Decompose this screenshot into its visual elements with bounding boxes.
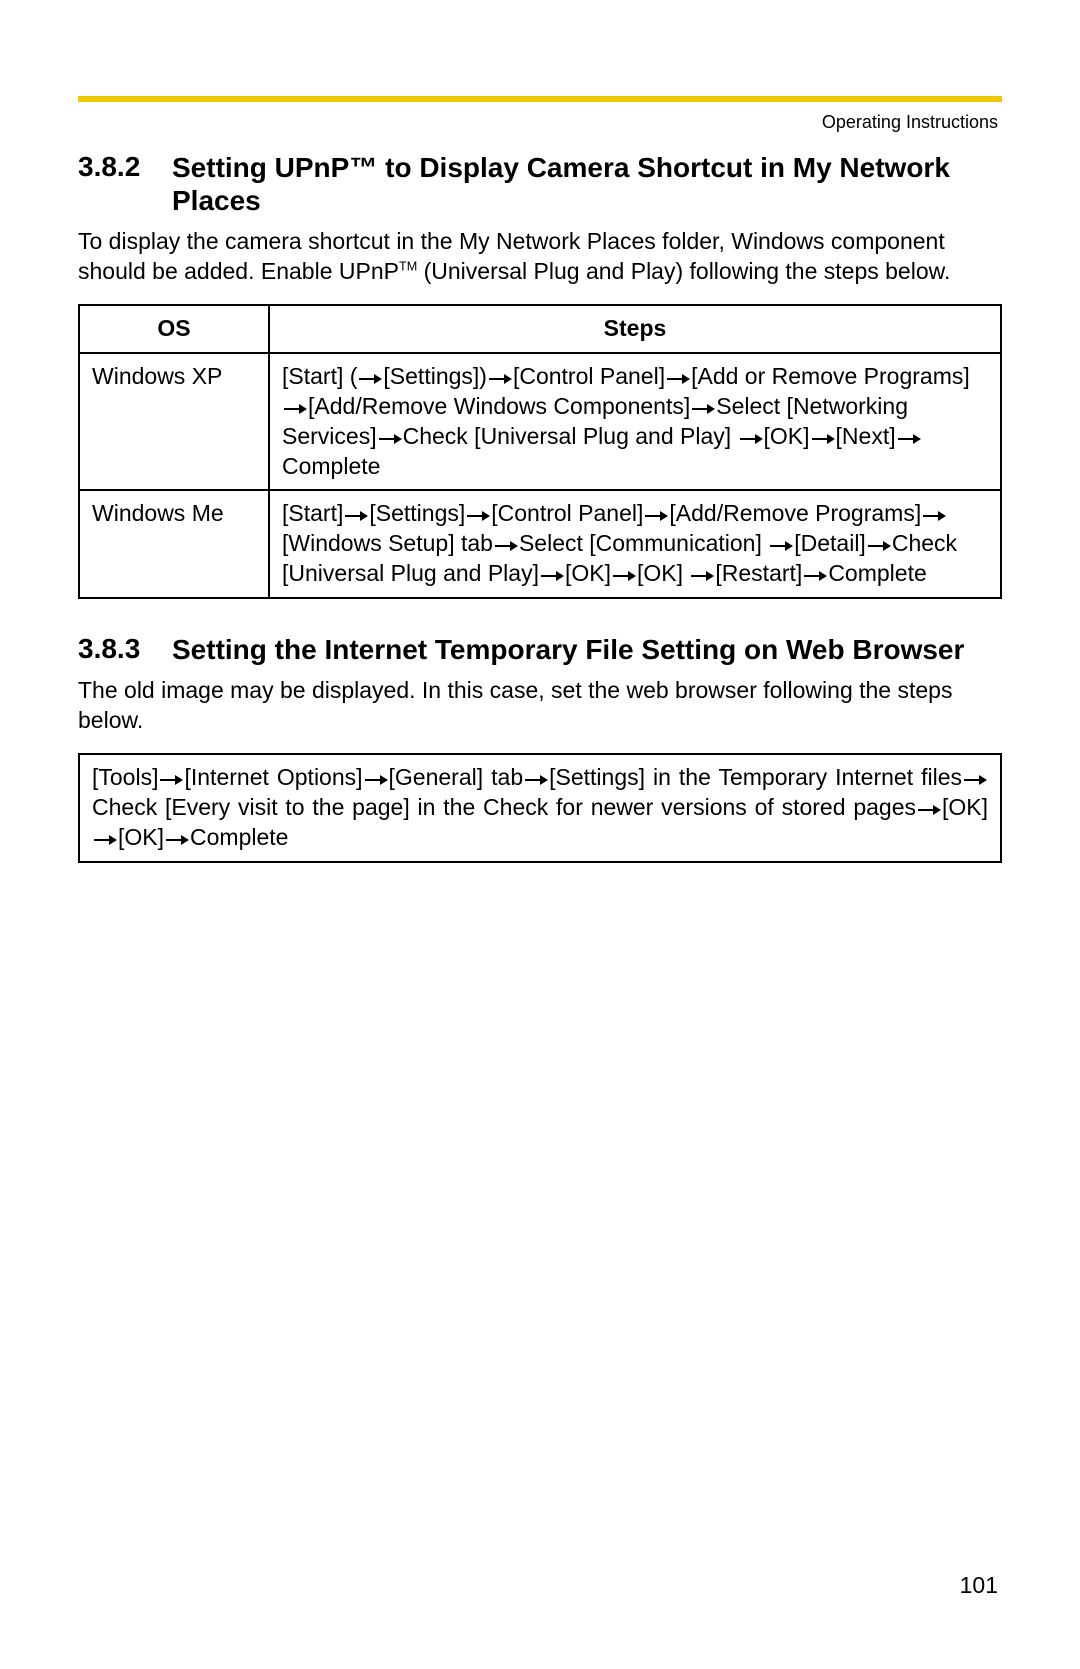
arrow-icon — [363, 773, 389, 787]
arrow-icon — [523, 773, 549, 787]
table-row: Windows Me[Start][Settings][Control Pane… — [79, 490, 1001, 598]
arrow-icon — [768, 539, 794, 553]
arrow-icon — [962, 773, 988, 787]
arrow-icon — [802, 569, 828, 583]
steps-cell: [Start] ([Settings])[Control Panel][Add … — [269, 353, 1001, 491]
section-number: 3.8.2 — [78, 151, 148, 217]
arrow-icon — [164, 833, 190, 847]
arrow-icon — [377, 432, 403, 446]
arrow-icon — [916, 803, 942, 817]
arrow-icon — [689, 569, 715, 583]
col-steps: Steps — [269, 305, 1001, 353]
arrow-icon — [539, 569, 565, 583]
col-os: OS — [79, 305, 269, 353]
table-row: Windows XP[Start] ([Settings])[Control P… — [79, 353, 1001, 491]
arrow-icon — [810, 432, 836, 446]
arrow-icon — [690, 402, 716, 416]
section-heading-383: 3.8.3 Setting the Internet Temporary Fil… — [78, 633, 1002, 666]
os-cell: Windows Me — [79, 490, 269, 598]
arrow-icon — [282, 402, 308, 416]
os-steps-table: OS Steps Windows XP[Start] ([Settings])[… — [78, 304, 1002, 599]
section2-intro: The old image may be displayed. In this … — [78, 676, 1002, 735]
page: Operating Instructions 3.8.2 Setting UPn… — [0, 0, 1080, 1669]
arrow-icon — [896, 432, 922, 446]
table-header-row: OS Steps — [79, 305, 1001, 353]
accent-bar — [78, 96, 1002, 102]
arrow-icon — [158, 773, 184, 787]
arrow-icon — [738, 432, 764, 446]
arrow-icon — [92, 833, 118, 847]
section-heading-382: 3.8.2 Setting UPnP™ to Display Camera Sh… — [78, 151, 1002, 217]
arrow-icon — [643, 509, 669, 523]
arrow-icon — [921, 509, 947, 523]
section-number: 3.8.3 — [78, 633, 148, 666]
section-title: Setting UPnP™ to Display Camera Shortcut… — [172, 151, 1002, 217]
steps-box: [Tools][Internet Options][General] tab[S… — [78, 753, 1002, 863]
arrow-icon — [357, 372, 383, 386]
arrow-icon — [866, 539, 892, 553]
arrow-icon — [343, 509, 369, 523]
steps-cell: [Start][Settings][Control Panel][Add/Rem… — [269, 490, 1001, 598]
arrow-icon — [465, 509, 491, 523]
header-text: Operating Instructions — [78, 112, 1002, 133]
os-cell: Windows XP — [79, 353, 269, 491]
section-title: Setting the Internet Temporary File Sett… — [172, 633, 964, 666]
section1-intro: To display the camera shortcut in the My… — [78, 227, 1002, 286]
arrow-icon — [611, 569, 637, 583]
page-number: 101 — [960, 1572, 998, 1599]
arrow-icon — [665, 372, 691, 386]
arrow-icon — [487, 372, 513, 386]
arrow-icon — [493, 539, 519, 553]
